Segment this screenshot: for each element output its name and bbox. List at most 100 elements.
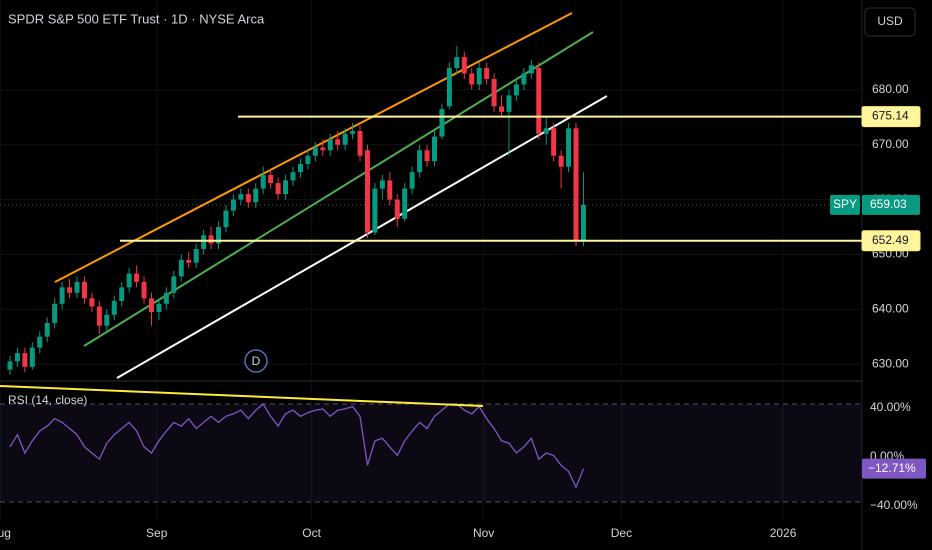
candle-body xyxy=(580,204,586,241)
candle-body xyxy=(104,314,110,326)
x-tick-label: Oct xyxy=(302,526,321,540)
candle-body xyxy=(59,287,65,304)
candle-body xyxy=(320,147,326,151)
candle-body xyxy=(305,155,311,164)
candle-body xyxy=(89,298,95,307)
level-label-box xyxy=(861,230,921,252)
y-tick-label: 670.00 xyxy=(872,137,909,151)
candle-body xyxy=(283,180,289,195)
candle-body xyxy=(394,199,400,219)
candle-body xyxy=(216,227,222,244)
candle-body xyxy=(22,353,28,367)
rsi-value-label: −12.71% xyxy=(868,461,916,475)
candle-body xyxy=(275,183,281,195)
candle-body xyxy=(327,139,333,151)
candle-body xyxy=(506,95,512,112)
y-tick-label: 40.00% xyxy=(870,400,911,414)
candle-body xyxy=(424,150,430,162)
candle-body xyxy=(156,303,162,313)
candle-body xyxy=(543,128,549,134)
candle-body xyxy=(44,322,50,337)
candle-body xyxy=(461,57,467,74)
candle-body xyxy=(372,188,378,233)
last-price-box xyxy=(862,194,920,215)
candle-body xyxy=(476,67,482,85)
x-tick-label: 2026 xyxy=(770,526,797,540)
candle-body xyxy=(469,73,475,85)
candle-body xyxy=(141,281,147,299)
candle-body xyxy=(163,292,169,304)
level-label-box xyxy=(861,106,921,128)
candle-body xyxy=(134,273,140,282)
candle-body xyxy=(37,336,43,348)
x-tick-label: Dec xyxy=(611,526,632,540)
candle-body xyxy=(312,147,318,156)
candle-body xyxy=(402,188,408,219)
candle-body xyxy=(119,287,125,302)
y-tick-label: 640.00 xyxy=(872,301,909,315)
x-tick-label: Nov xyxy=(473,526,494,540)
currency-label[interactable]: USD xyxy=(877,14,903,28)
level-label: 675.14 xyxy=(872,109,909,123)
candle-body xyxy=(238,194,244,200)
candle-body xyxy=(446,67,452,107)
candle-body xyxy=(454,57,460,68)
candle-body xyxy=(178,259,184,277)
currency-button[interactable] xyxy=(864,7,916,37)
candle-body xyxy=(573,128,579,241)
candle-body xyxy=(74,281,80,293)
dividend-marker xyxy=(244,349,268,373)
candle-body xyxy=(342,133,348,145)
candle-body xyxy=(186,259,192,263)
candle-body xyxy=(148,298,154,313)
candle-body xyxy=(432,136,438,162)
candle-body xyxy=(297,163,303,173)
candle-body xyxy=(335,139,341,145)
candle-body xyxy=(387,180,393,200)
candle-body xyxy=(171,276,177,293)
candle-body xyxy=(245,194,251,203)
candle-body xyxy=(536,67,542,134)
rsi-trend-line[interactable] xyxy=(0,385,484,407)
candle-body xyxy=(81,281,87,299)
candle-body xyxy=(126,273,132,288)
dividend-marker-label: D xyxy=(252,354,261,368)
trend-line[interactable] xyxy=(54,12,573,283)
candle-body xyxy=(14,353,20,362)
candle-body xyxy=(558,155,564,167)
chart-title: SPDR S&P 500 ETF Trust · 1D · NYSE Arca xyxy=(8,11,265,26)
candle-body xyxy=(417,150,423,173)
candle-body xyxy=(484,67,490,79)
candle-body xyxy=(208,235,214,244)
x-tick-label: Aug xyxy=(0,526,11,540)
candle-body xyxy=(253,188,259,203)
candle-body xyxy=(439,109,445,137)
trend-line[interactable] xyxy=(116,95,608,379)
rsi-line xyxy=(9,403,585,489)
candle-body xyxy=(193,248,199,263)
candle-body xyxy=(364,150,370,233)
y-tick-label: 680.00 xyxy=(872,82,909,96)
candle-body xyxy=(379,180,385,189)
last-price-label: 659.03 xyxy=(870,197,907,211)
rsi-band xyxy=(0,404,862,502)
candle-body xyxy=(268,174,274,184)
candle-body xyxy=(290,172,296,181)
candle-body xyxy=(521,73,527,85)
symbol-box xyxy=(830,194,860,215)
candle-body xyxy=(111,301,117,315)
candle-body xyxy=(96,306,102,326)
x-tick-label: Sep xyxy=(146,526,168,540)
candle-body xyxy=(513,84,519,96)
candle-body xyxy=(29,347,35,367)
candle-body xyxy=(230,199,236,211)
candle-body xyxy=(566,128,572,167)
candle-body xyxy=(201,235,207,249)
rsi-value-box xyxy=(862,458,926,479)
candle-body xyxy=(499,106,505,112)
candle-body xyxy=(260,174,266,189)
candle-body xyxy=(52,303,58,323)
symbol-label: SPY xyxy=(833,197,857,211)
